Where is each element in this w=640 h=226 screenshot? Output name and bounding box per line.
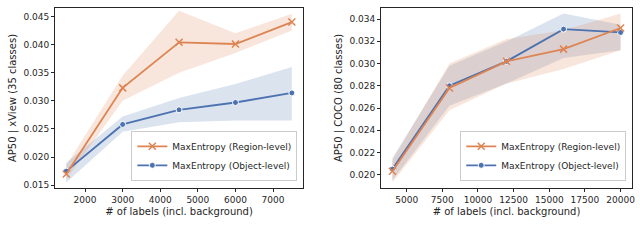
svg-text:12500: 12500 (499, 195, 528, 205)
svg-text:10000: 10000 (464, 195, 493, 205)
svg-text:AP50 | COCO (80 classes): AP50 | COCO (80 classes) (333, 34, 345, 162)
svg-text:# of labels (incl. background): # of labels (incl. background) (433, 206, 581, 217)
svg-text:20000: 20000 (606, 195, 635, 205)
svg-text:0.024: 0.024 (349, 125, 375, 135)
svg-text:5000: 5000 (395, 195, 418, 205)
svg-text:MaxEntropy (Region-level): MaxEntropy (Region-level) (501, 142, 620, 152)
svg-text:15000: 15000 (535, 195, 564, 205)
svg-text:0.026: 0.026 (349, 103, 375, 113)
svg-text:2000: 2000 (74, 195, 97, 205)
svg-text:17500: 17500 (571, 195, 600, 205)
svg-text:3000: 3000 (111, 195, 134, 205)
svg-text:0.020: 0.020 (349, 170, 375, 180)
svg-text:AP50 | xView (35 classes): AP50 | xView (35 classes) (7, 34, 19, 162)
svg-text:MaxEntropy (Object-level): MaxEntropy (Object-level) (501, 161, 618, 171)
svg-text:0.030: 0.030 (23, 96, 49, 106)
svg-text:0.028: 0.028 (349, 81, 375, 91)
svg-text:7500: 7500 (431, 195, 454, 205)
svg-text:MaxEntropy (Object-level): MaxEntropy (Object-level) (172, 161, 289, 171)
svg-text:0.035: 0.035 (23, 68, 49, 78)
svg-text:0.040: 0.040 (23, 40, 49, 50)
svg-text:0.025: 0.025 (23, 124, 49, 134)
svg-text:0.034: 0.034 (349, 14, 375, 24)
svg-text:5000: 5000 (186, 195, 209, 205)
svg-text:4000: 4000 (149, 195, 172, 205)
svg-text:0.020: 0.020 (23, 152, 49, 162)
svg-text:0.045: 0.045 (23, 12, 49, 22)
svg-text:MaxEntropy (Region-level): MaxEntropy (Region-level) (172, 142, 291, 152)
svg-text:0.015: 0.015 (23, 180, 49, 190)
svg-text:0.032: 0.032 (349, 36, 375, 46)
svg-text:0.030: 0.030 (349, 59, 375, 69)
svg-text:# of labels (incl. background): # of labels (incl. background) (105, 206, 253, 217)
svg-text:6000: 6000 (224, 195, 247, 205)
svg-text:7000: 7000 (262, 195, 285, 205)
svg-text:0.022: 0.022 (349, 148, 375, 158)
